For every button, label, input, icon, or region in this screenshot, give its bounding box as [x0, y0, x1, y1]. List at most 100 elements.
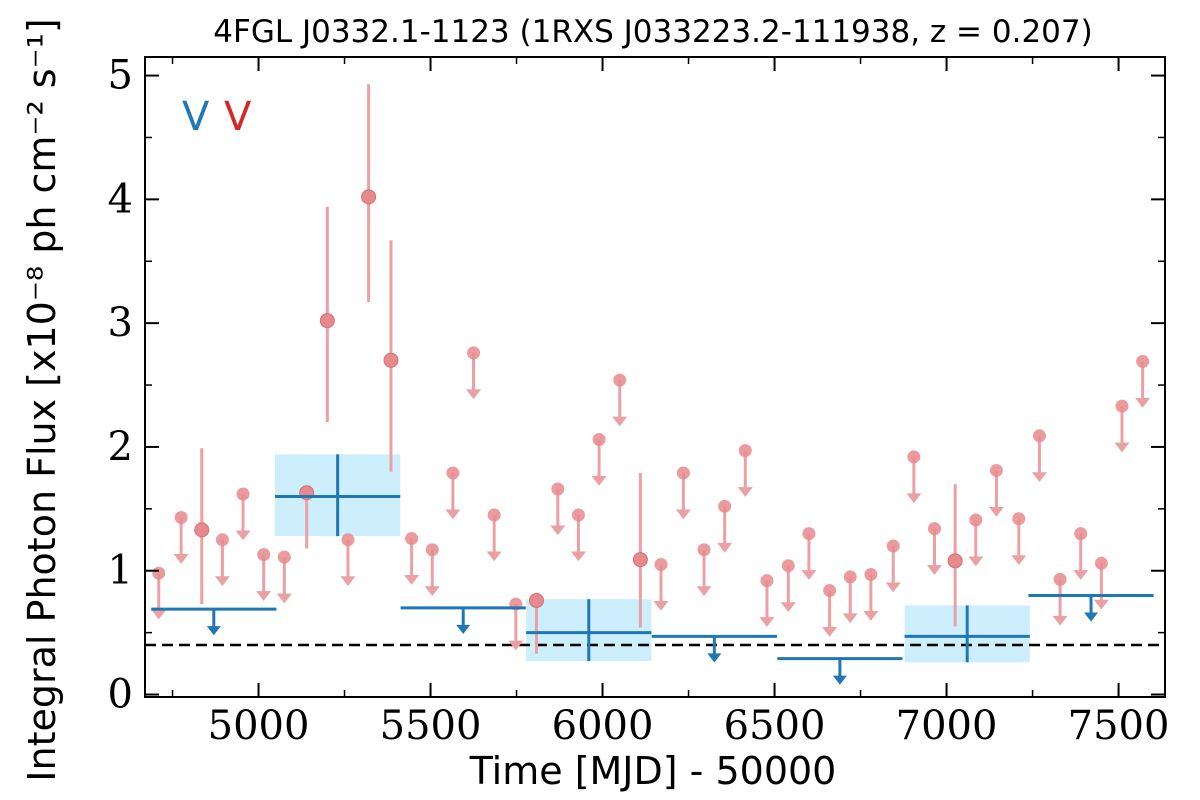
red-upper-limit-point	[174, 511, 188, 525]
red-upper-limit-arrow-head	[801, 570, 817, 580]
red-upper-limit-point	[989, 463, 1003, 477]
red-upper-limit-point	[823, 584, 837, 598]
red-upper-limit-arrow-head	[717, 542, 733, 553]
legend-entry: V	[224, 94, 252, 140]
red-upper-limit-arrow-head	[404, 575, 420, 585]
red-upper-limit-point	[886, 539, 900, 553]
red-upper-limit-point	[760, 574, 774, 588]
red-upper-limit-point	[907, 450, 921, 464]
red-upper-limit-point	[781, 559, 795, 573]
y-tick-label: 5	[108, 53, 133, 99]
red-upper-limit-arrow-head	[759, 617, 775, 627]
red-upper-limit-arrow-head	[822, 627, 838, 637]
red-upper-limit-point	[1053, 572, 1067, 586]
blue-upper-limit-arrow-head	[206, 626, 221, 636]
red-point	[319, 313, 335, 329]
red-upper-limit-arrow-head	[1011, 555, 1027, 565]
red-upper-limit-arrow-head	[235, 530, 251, 541]
red-upper-limit-point	[1074, 527, 1088, 541]
red-upper-limit-point	[551, 482, 565, 496]
red-upper-limit-point	[864, 567, 878, 581]
red-upper-limit-arrow-head	[256, 591, 272, 601]
x-tick-label: 6000	[552, 703, 654, 749]
blue-upper-limit-arrow-head	[456, 624, 471, 634]
blue-upper-limit-arrow-head	[832, 675, 847, 685]
red-upper-limit-arrow-head	[151, 609, 167, 620]
red-upper-limit-arrow-head	[842, 613, 858, 624]
red-upper-limit-point	[1115, 399, 1129, 413]
y-tick-label: 3	[108, 300, 133, 346]
red-upper-limit-arrow-head	[424, 586, 440, 596]
red-upper-limit-arrow-head	[214, 576, 230, 587]
red-upper-limit-point	[738, 444, 752, 458]
plot-frame	[144, 56, 1166, 698]
red-upper-limit-arrow-head	[1093, 599, 1109, 610]
red-upper-limit-point	[487, 508, 501, 522]
red-upper-limit-arrow-head	[696, 586, 712, 596]
x-tick-label: 5500	[380, 703, 482, 749]
red-upper-limit-point	[1094, 556, 1108, 570]
y-tick-label: 0	[108, 672, 133, 718]
red-upper-limit-point	[802, 527, 816, 541]
red-upper-limit-arrow-head	[340, 576, 356, 587]
red-upper-limit-arrow-head	[1114, 442, 1130, 453]
red-upper-limit-arrow-head	[445, 509, 461, 520]
red-upper-limit-point	[592, 433, 606, 447]
red-upper-limit-arrow-head	[570, 551, 586, 562]
x-tick-label: 6500	[724, 703, 826, 749]
red-upper-limit-arrow-head	[780, 602, 796, 613]
y-tick-label: 1	[108, 548, 133, 594]
red-upper-limit-point	[341, 533, 355, 547]
y-axis-label: Integral Photon Flux [x10⁻⁸ ph cm⁻² s⁻¹]	[20, 18, 64, 781]
red-upper-limit-arrow-head	[927, 565, 943, 575]
red-upper-limit-arrow-head	[486, 551, 502, 562]
red-upper-limit-point	[654, 558, 668, 572]
red-point	[947, 553, 963, 569]
red-upper-limit-point	[257, 548, 271, 562]
red-upper-limit-point	[676, 466, 690, 480]
red-upper-limit-arrow-head	[276, 593, 292, 604]
y-tick-label: 2	[108, 424, 133, 470]
red-upper-limit-point	[697, 543, 711, 557]
red-upper-limit-point	[1136, 355, 1150, 369]
red-upper-limit-arrow-head	[906, 493, 922, 504]
red-point	[361, 189, 377, 205]
red-upper-limit-arrow-head	[173, 554, 189, 564]
red-upper-limit-point	[277, 550, 291, 564]
red-upper-limit-arrow-head	[1052, 615, 1068, 626]
red-upper-limit-arrow-head	[653, 601, 669, 611]
blue-series	[151, 454, 1154, 685]
red-upper-limit-point	[467, 346, 481, 360]
blue-upper-limit-arrow-head	[707, 653, 722, 663]
blue-upper-limit-arrow-head	[1084, 612, 1099, 622]
x-tick-label: 7500	[1068, 703, 1170, 749]
red-upper-limit-arrow-head	[1031, 472, 1047, 483]
red-upper-limit-point	[1012, 512, 1026, 526]
red-upper-limit-point	[718, 499, 732, 513]
red-upper-limit-arrow-head	[885, 582, 901, 593]
red-upper-limit-arrow-head	[466, 389, 482, 400]
red-upper-limit-point	[613, 373, 627, 387]
chart-title: 4FGL J0332.1-1123 (1RXS J033223.2-111938…	[213, 14, 1092, 50]
red-upper-limit-arrow-head	[550, 525, 566, 536]
red-point	[528, 592, 544, 608]
x-axis-label: Time [MJD] - 50000	[469, 749, 837, 793]
red-upper-limit-arrow-head	[968, 556, 984, 567]
x-tick-label: 7000	[896, 703, 998, 749]
red-upper-limit-arrow-head	[591, 476, 607, 486]
red-upper-limit-arrow-head	[737, 487, 753, 497]
red-upper-limit-point	[928, 522, 942, 536]
red-upper-limit-arrow-head	[988, 506, 1004, 517]
red-point	[194, 522, 210, 538]
y-tick-label: 4	[108, 176, 133, 222]
red-upper-limit-point	[969, 513, 983, 527]
red-upper-limit-point	[425, 543, 439, 557]
red-upper-limit-arrow-head	[1135, 398, 1151, 408]
red-upper-limit-arrow-head	[612, 416, 628, 427]
red-upper-limit-arrow-head	[675, 509, 691, 520]
red-upper-limit-point	[571, 508, 585, 522]
red-upper-limit-point	[1032, 429, 1046, 443]
red-upper-limit-arrow-head	[863, 610, 879, 621]
